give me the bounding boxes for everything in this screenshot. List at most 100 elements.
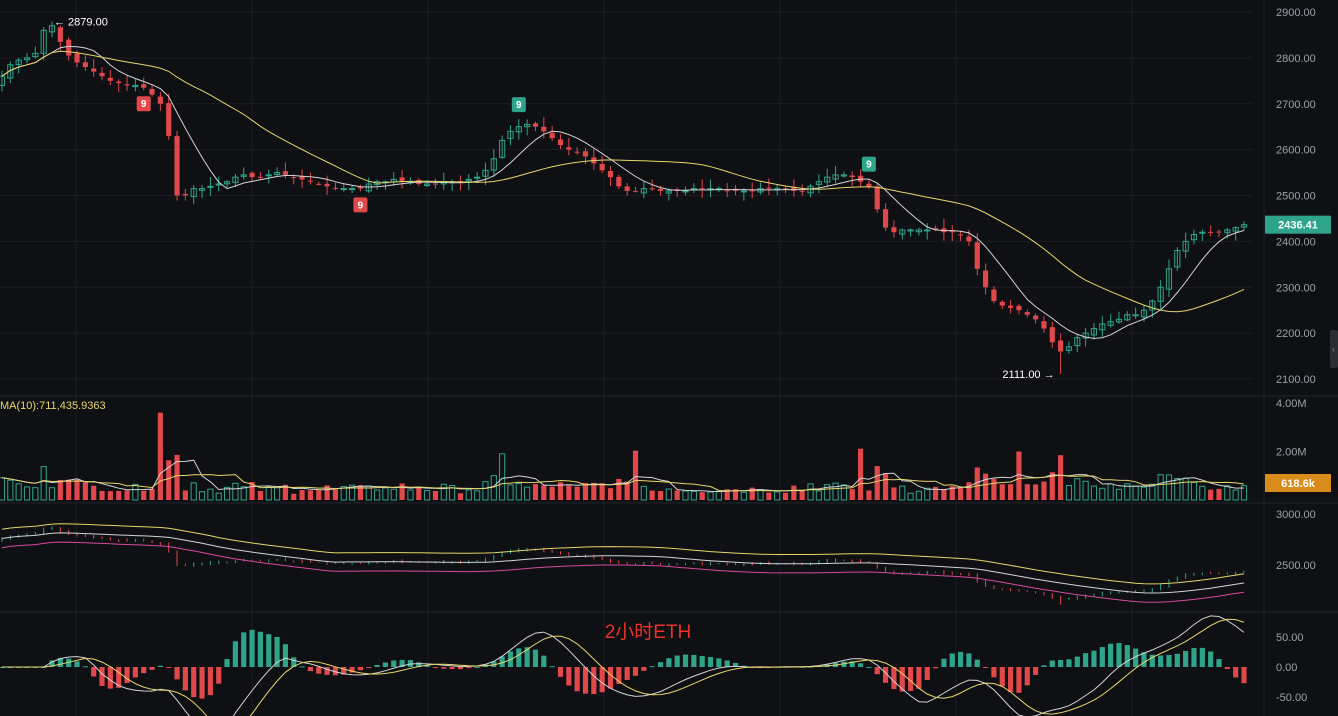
candle-body <box>457 180 464 182</box>
volume-bar <box>399 483 405 500</box>
macd-histogram-bar <box>491 661 497 667</box>
volume-bar <box>507 484 514 501</box>
macd-histogram-bar <box>999 667 1005 687</box>
candle <box>1099 316 1106 337</box>
volume-bar <box>657 491 664 500</box>
macd-histogram-bar <box>557 667 564 677</box>
macd-histogram-bar <box>241 632 247 667</box>
candle <box>1182 232 1189 259</box>
volume-bar <box>1208 489 1214 500</box>
candle <box>1074 334 1081 353</box>
macd-histogram-bar <box>541 655 547 667</box>
candle <box>949 224 955 242</box>
volume-bar <box>715 490 722 501</box>
candle <box>157 91 163 111</box>
candle-body <box>157 96 163 104</box>
macd-histogram-bar <box>399 659 405 667</box>
candle-body <box>541 126 547 132</box>
candle-body <box>66 39 72 56</box>
candle-body <box>882 209 889 228</box>
candle-body <box>1099 323 1106 331</box>
volume-bar <box>1140 486 1148 501</box>
candle <box>432 178 439 189</box>
volume-bar <box>307 490 314 500</box>
td-sequential-badge <box>353 197 368 213</box>
candle <box>1058 333 1064 374</box>
macd-histogram-bar <box>732 662 739 667</box>
last-price-tag <box>1265 215 1331 234</box>
macd-histogram-bar <box>941 658 947 667</box>
candle <box>507 125 514 146</box>
candle-body <box>190 188 197 198</box>
volume-bar <box>324 485 330 500</box>
candle-body <box>1074 337 1081 347</box>
candle-body <box>1140 309 1148 318</box>
macd-histogram-bar <box>582 667 589 694</box>
candle-body <box>832 174 839 180</box>
volume-bar <box>857 448 864 500</box>
candle-body <box>1016 305 1022 311</box>
boll-panel <box>1 523 1245 605</box>
candle-body <box>974 242 980 269</box>
candle-body <box>240 174 247 177</box>
candle-body <box>291 177 297 179</box>
volume-bar <box>316 489 322 500</box>
candle <box>1008 299 1014 314</box>
candle-body <box>1124 314 1131 321</box>
candle-body <box>0 75 6 86</box>
candle <box>240 167 247 180</box>
macd-histogram-bar <box>1199 647 1205 667</box>
volume-bar <box>1174 477 1181 501</box>
candle-body <box>474 176 481 179</box>
candle <box>907 228 914 237</box>
macd-histogram-bar <box>107 667 113 689</box>
candle-body <box>1041 321 1047 329</box>
volume-bar <box>1240 485 1248 501</box>
volume-bar <box>849 489 855 500</box>
macd-histogram-bar <box>549 666 555 668</box>
volume-bar <box>665 488 672 501</box>
volume-bar <box>1099 487 1106 501</box>
candle-body <box>316 183 322 185</box>
volume-bar <box>299 490 305 500</box>
volume-ma10-line <box>1 474 1245 492</box>
candle <box>1033 313 1039 324</box>
candle-body <box>91 68 97 72</box>
candle-body <box>1165 268 1173 290</box>
last-price-label: 2436.41 <box>1278 220 1318 232</box>
volume-bar <box>149 488 155 500</box>
macd-histogram-bar <box>1058 660 1064 667</box>
candle-body <box>273 172 281 175</box>
volume-bar <box>1065 484 1073 501</box>
macd-histogram-bar <box>332 667 339 676</box>
candle <box>915 227 922 236</box>
candle <box>1090 323 1098 340</box>
price-axis-tick: 2500.00 <box>1276 191 1316 203</box>
macd-histogram-bar <box>924 667 930 681</box>
macd-histogram-bar <box>416 662 422 667</box>
candle-body <box>574 151 580 153</box>
volume-bar <box>0 477 6 501</box>
macd-histogram-bar <box>391 660 397 667</box>
macd-histogram-bar <box>1166 654 1172 667</box>
td-sequential-count: 9 <box>358 200 364 211</box>
candle <box>223 180 231 188</box>
volume-bar <box>632 450 639 500</box>
macd-histogram-bar <box>299 666 305 668</box>
candle <box>307 172 314 185</box>
candle <box>232 173 239 188</box>
volume-bar <box>999 484 1005 500</box>
candle <box>1157 280 1164 310</box>
macd-histogram-bar <box>882 667 889 683</box>
volume-bar <box>223 486 231 501</box>
volume-bar <box>983 473 989 500</box>
volume-bar <box>407 489 414 501</box>
candle-body <box>82 62 88 68</box>
candle-body <box>582 151 589 157</box>
low-price-label: 2111.00 → <box>1002 369 1054 381</box>
panel-resize-handle[interactable]: ‹ <box>1330 330 1338 368</box>
volume-bar <box>1182 477 1189 501</box>
candle-body <box>1132 314 1139 317</box>
candle <box>0 70 6 92</box>
